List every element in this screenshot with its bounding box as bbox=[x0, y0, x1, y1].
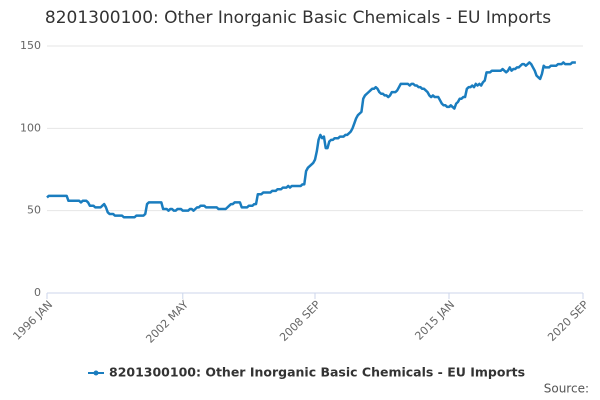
x-tick-label: 2008 SEP bbox=[277, 298, 323, 344]
x-tick-label: 2015 JAN bbox=[412, 298, 457, 343]
y-tick-label: 50 bbox=[27, 204, 41, 217]
legend-label: 8201300100: Other Inorganic Basic Chemic… bbox=[109, 365, 525, 380]
y-tick-label: 150 bbox=[20, 39, 41, 52]
line bbox=[46, 61, 576, 219]
source: Source: bbox=[544, 382, 589, 396]
x-tick-label: 2002 MAY bbox=[143, 298, 191, 346]
y-tick-label: 0 bbox=[34, 286, 41, 299]
legend-marker bbox=[93, 370, 99, 376]
chart-title: 8201300100: Other Inorganic Basic Chemic… bbox=[45, 8, 551, 28]
x-tick-label: 1996 JAN bbox=[10, 298, 55, 343]
y-tick-label: 100 bbox=[20, 121, 41, 134]
x-tick-label: 2020 SEP bbox=[545, 298, 591, 344]
